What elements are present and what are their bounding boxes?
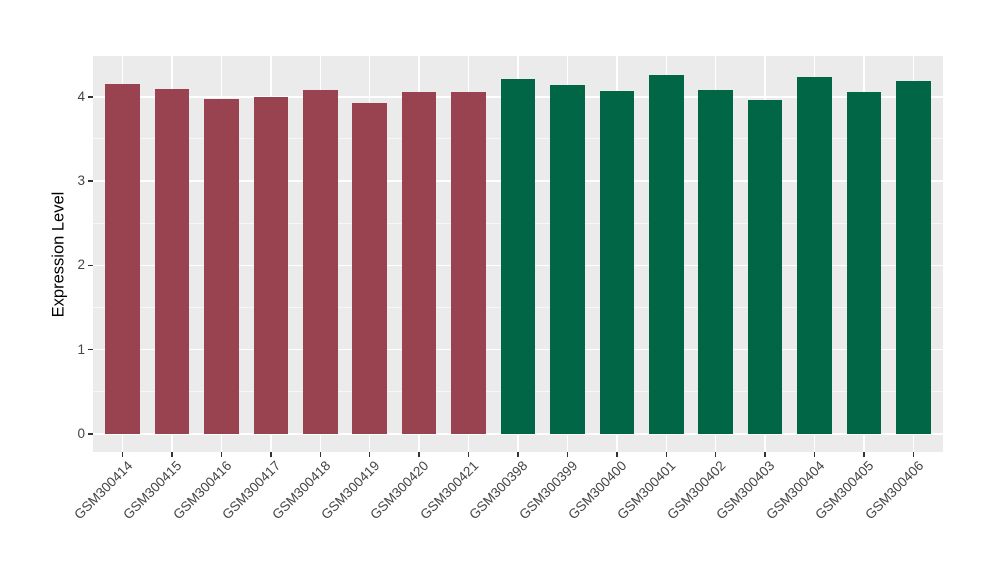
bar-GSM300400 xyxy=(599,90,635,434)
x-tick-mark-GSM300416 xyxy=(220,452,223,457)
x-tick-mark-GSM300399 xyxy=(566,452,569,457)
y-tick-label-3: 3 xyxy=(77,173,85,189)
x-tick-mark-GSM300415 xyxy=(171,452,173,457)
bar-GSM300404 xyxy=(797,77,832,434)
bar-GSM300414 xyxy=(105,84,140,434)
bar-GSM300405 xyxy=(846,91,882,434)
bar-GSM300420 xyxy=(401,91,437,434)
y-tick-label-0: 0 xyxy=(77,425,85,441)
x-tick-mark-GSM300420 xyxy=(418,452,420,457)
bar-GSM300406 xyxy=(896,80,931,434)
x-tick-mark-GSM300417 xyxy=(270,452,272,457)
y-tick-mark-1 xyxy=(88,348,93,351)
y-tick-label-1: 1 xyxy=(77,341,85,357)
x-tick-mark-GSM300398 xyxy=(517,452,519,457)
bar-GSM300417 xyxy=(253,96,289,434)
x-tick-mark-GSM300404 xyxy=(813,452,816,457)
bar-GSM300421 xyxy=(451,91,486,434)
x-tick-mark-GSM300403 xyxy=(764,452,766,457)
y-tick-mark-2 xyxy=(88,264,93,267)
bar-GSM300419 xyxy=(352,102,388,434)
x-tick-mark-GSM300405 xyxy=(863,452,865,457)
x-tick-mark-GSM300402 xyxy=(714,452,717,457)
y-tick-mark-4 xyxy=(88,96,93,98)
x-tick-mark-GSM300400 xyxy=(616,452,618,457)
bar-GSM300398 xyxy=(500,79,536,434)
plot-panel xyxy=(93,56,943,452)
bar-GSM300402 xyxy=(698,90,733,434)
x-tick-mark-GSM300419 xyxy=(368,452,371,457)
y-tick-label-4: 4 xyxy=(77,88,85,104)
x-tick-mark-GSM300418 xyxy=(319,452,322,457)
y-axis-title-text: Expression Level xyxy=(49,191,68,317)
bar-GSM300401 xyxy=(648,74,684,434)
bar-GSM300418 xyxy=(303,90,338,434)
y-tick-mark-0 xyxy=(88,433,93,435)
x-tick-mark-GSM300421 xyxy=(467,452,470,457)
x-tick-mark-GSM300414 xyxy=(121,452,124,457)
bar-GSM300403 xyxy=(747,100,783,434)
x-tick-mark-GSM300401 xyxy=(665,452,667,457)
bar-GSM300415 xyxy=(154,89,190,434)
bar-GSM300416 xyxy=(204,99,239,434)
x-tick-mark-GSM300406 xyxy=(912,452,915,457)
y-tick-label-2: 2 xyxy=(77,257,85,273)
y-tick-mark-3 xyxy=(88,180,93,182)
bar-GSM300399 xyxy=(550,85,585,434)
y-axis-title: Expression Level xyxy=(42,56,76,452)
